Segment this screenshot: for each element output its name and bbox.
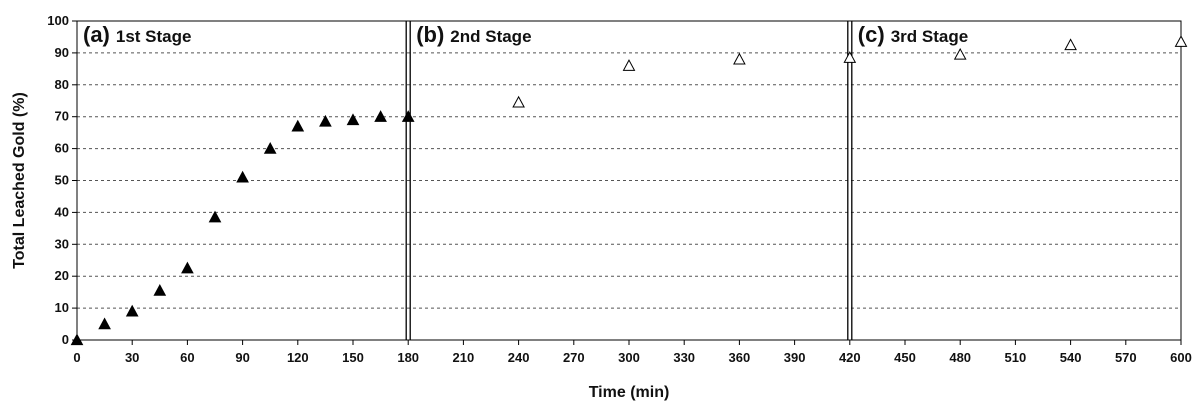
x-axis-ticks: 0 30 60 90 120 150 180 210 240 270 300 330 360 390 420…	[73, 340, 1192, 365]
x-tick-label: 420	[839, 350, 861, 365]
x-tick-label: 180	[397, 350, 419, 365]
filled-triangle-point	[291, 119, 305, 132]
stage-labels: (a) 1st Stage (b) 2nd Stage (c) 3rd Stage	[83, 22, 968, 47]
x-tick-label: 330	[673, 350, 695, 365]
filled-triangle-point	[181, 261, 194, 274]
x-tick-label: 450	[894, 350, 916, 365]
x-tick-label: 480	[949, 350, 971, 365]
filled-triangle-point	[319, 114, 332, 127]
y-tick-label: 20	[55, 268, 69, 283]
filled-triangle-point	[263, 142, 277, 154]
open-triangle-point	[1064, 38, 1077, 51]
open-triangle-point	[1174, 35, 1188, 47]
x-tick-label: 270	[563, 350, 585, 365]
open-triangle-point	[733, 52, 746, 65]
x-tick-label: 510	[1005, 350, 1027, 365]
filled-triangle-point	[70, 333, 84, 346]
open-triangle-point	[512, 95, 525, 108]
y-axis-ticks: 0 10 20 30 40 50 60 70 80 90 100	[47, 13, 77, 347]
stage-letter: (b)	[416, 22, 444, 47]
filled-triangle-point	[346, 113, 360, 126]
stage-boundaries	[405, 21, 853, 340]
stage-label: (b) 2nd Stage	[416, 22, 531, 47]
y-tick-label: 30	[55, 236, 69, 251]
stage-name: 2nd Stage	[450, 27, 531, 46]
x-tick-label: 120	[287, 350, 309, 365]
filled-triangle-point	[125, 304, 139, 317]
stage-label: (a) 1st Stage	[83, 22, 191, 47]
gridlines	[77, 52, 1181, 309]
x-tick-label: 30	[125, 350, 139, 365]
stage-letter: (c)	[858, 22, 885, 47]
y-tick-label: 100	[47, 13, 69, 28]
y-tick-label: 70	[55, 109, 69, 124]
y-tick-label: 0	[62, 332, 69, 347]
x-tick-label: 360	[729, 350, 751, 365]
filled-triangle-point	[374, 110, 387, 122]
y-tick-label: 40	[55, 204, 69, 219]
x-tick-label: 240	[508, 350, 530, 365]
x-tick-label: 570	[1115, 350, 1137, 365]
x-tick-label: 540	[1060, 350, 1082, 365]
open-triangle-point	[843, 51, 857, 63]
x-tick-label: 60	[180, 350, 194, 365]
x-tick-label: 210	[453, 350, 475, 365]
filled-triangle-point	[401, 110, 415, 122]
x-tick-label: 390	[784, 350, 806, 365]
filled-triangle-point	[153, 284, 167, 296]
x-tick-label: 0	[73, 350, 80, 365]
y-tick-label: 50	[55, 173, 69, 188]
x-tick-label: 300	[618, 350, 640, 365]
stage-letter: (a)	[83, 22, 110, 47]
stage-label: (c) 3rd Stage	[858, 22, 968, 47]
x-tick-label: 150	[342, 350, 364, 365]
y-tick-label: 10	[55, 300, 69, 315]
y-tick-label: 90	[55, 45, 69, 60]
x-tick-label: 600	[1170, 350, 1192, 365]
y-tick-label: 80	[55, 77, 69, 92]
y-tick-label: 60	[55, 141, 69, 156]
open-triangle-point	[953, 47, 967, 60]
stage-name: 3rd Stage	[891, 27, 968, 46]
data-points	[70, 35, 1188, 346]
x-tick-label: 90	[235, 350, 249, 365]
stage-name: 1st Stage	[116, 27, 192, 46]
filled-triangle-point	[208, 210, 222, 223]
y-axis-title: Total Leached Gold (%)	[11, 92, 28, 269]
x-axis-title: Time (min)	[589, 384, 670, 401]
filled-triangle-point	[98, 317, 111, 330]
open-triangle-point	[622, 59, 636, 71]
filled-triangle-point	[236, 170, 249, 183]
